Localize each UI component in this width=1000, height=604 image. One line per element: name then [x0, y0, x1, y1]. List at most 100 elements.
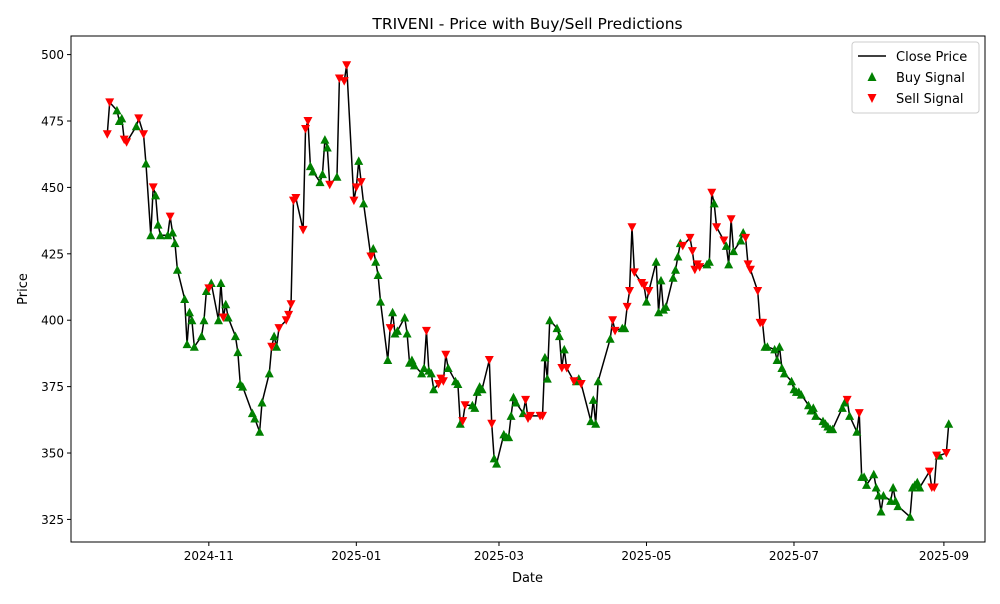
buy-signal-marker [774, 342, 784, 351]
sell-signal-marker [421, 326, 431, 336]
buy-signal-marker [221, 299, 231, 309]
sell-signal-marker [286, 300, 296, 309]
buy-signal-marker [796, 390, 806, 399]
buy-signal-marker [269, 331, 279, 341]
buy-signal-marker [779, 368, 789, 378]
sell-signal-marker [932, 451, 942, 461]
sell-signal-marker [678, 241, 688, 251]
y-tick-label: 350 [41, 447, 64, 461]
buy-signal-marker [419, 363, 429, 373]
buy-signal-marker [586, 416, 596, 426]
buy-signal-marker [317, 169, 327, 179]
sell-signal-marker [438, 377, 448, 386]
sell-signal-marker [625, 286, 635, 296]
buy-signal-marker [189, 342, 199, 351]
sell-signal-marker [301, 124, 311, 134]
legend: Close Price Buy Signal Sell Signal [851, 41, 980, 114]
sell-signal-marker [610, 326, 620, 336]
buy-signal-marker [721, 241, 731, 250]
y-axis-label: Price [16, 273, 31, 305]
buy-signal-marker [238, 382, 248, 391]
chart-title: TRIVENI - Price with Buy/Sell Prediction… [371, 15, 682, 33]
buy-signal-marker [141, 158, 151, 168]
buy-signal-marker [315, 177, 325, 187]
sell-signal-marker [325, 180, 335, 190]
buy-signal-marker [620, 323, 630, 333]
sell-signal-marker [758, 318, 768, 328]
sell-signal-marker [139, 130, 149, 139]
buy-signal-marker [944, 419, 954, 428]
buy-signal-marker [223, 313, 233, 322]
buy-signal-marker [368, 243, 378, 253]
sell-signal-marker [460, 401, 470, 410]
buy-signal-marker [376, 297, 386, 306]
sell-signal-marker [303, 116, 313, 126]
buy-signal-marker [187, 315, 197, 325]
sell-signal-marker [102, 130, 112, 139]
buy-signal-marker [213, 315, 223, 325]
sell-signal-marker [521, 395, 531, 405]
sell-signal-marker [148, 183, 158, 192]
buy-signal-marker [470, 403, 480, 412]
y-tick-label: 425 [41, 247, 64, 261]
sell-signal-marker [745, 265, 755, 275]
y-tick-label: 500 [41, 48, 64, 62]
buy-signal-marker [151, 190, 161, 200]
buy-signal-marker [184, 307, 194, 317]
sell-signal-markers [102, 61, 951, 493]
sell-signal-marker [284, 310, 294, 320]
y-tick-label: 400 [41, 314, 64, 328]
buy-signal-marker [845, 411, 855, 420]
x-tick-label: 2025-03 [474, 549, 524, 563]
x-tick-label: 2024-11 [184, 549, 234, 563]
buy-signal-marker [426, 368, 436, 378]
y-tick-label: 375 [41, 380, 64, 394]
buy-signal-marker [383, 355, 393, 365]
buy-signal-marker [661, 302, 671, 311]
buy-signal-marker [811, 411, 821, 420]
buy-signal-marker [554, 331, 564, 341]
buy-signal-marker [163, 230, 173, 240]
x-tick-label: 2025-07 [769, 549, 819, 563]
buy-signal-marker [878, 491, 888, 500]
y-tick-label: 475 [41, 114, 64, 128]
buy-signal-marker [905, 512, 915, 521]
buy-signal-marker [429, 384, 439, 394]
buy-signal-marker [668, 273, 678, 282]
buy-signal-marker [153, 220, 163, 229]
buy-signal-marker [170, 238, 180, 248]
buy-signal-marker [837, 403, 847, 412]
buy-signal-marker [417, 368, 427, 378]
buy-signal-marker [250, 413, 260, 423]
legend-buy-label: Buy Signal [896, 71, 965, 86]
buy-signal-marker [308, 166, 318, 176]
buy-signal-marker [172, 265, 182, 274]
sell-signal-marker [929, 483, 939, 493]
buy-signal-marker [373, 270, 383, 280]
buy-signal-marker [216, 278, 226, 288]
buy-signal-marker [400, 313, 410, 322]
buy-signal-marker [146, 230, 156, 240]
x-axis: 2024-11 2025-01 2025-03 2025-05 2025-07 2025-… [184, 542, 969, 563]
buy-signal-marker [876, 506, 886, 516]
buy-signal-marker [840, 398, 850, 407]
sell-signal-marker [122, 138, 132, 147]
axes-frame [70, 35, 986, 543]
buy-signal-marker [654, 307, 664, 317]
buy-signal-marker [787, 376, 797, 386]
buy-signal-marker [455, 419, 465, 428]
buy-signal-marker [332, 172, 342, 181]
buy-signal-marker [724, 259, 734, 269]
buy-signal-marker [893, 501, 903, 511]
buy-signal-marker [808, 403, 818, 412]
buy-signal-marker [201, 286, 211, 295]
sell-signal-marker [484, 356, 494, 365]
buy-signal-marker [588, 395, 598, 404]
buy-signal-marker [591, 419, 601, 428]
buy-signal-marker [770, 344, 780, 354]
buy-signal-marker [354, 156, 364, 165]
sell-signal-marker [712, 223, 722, 232]
x-axis-label: Date [512, 571, 543, 586]
